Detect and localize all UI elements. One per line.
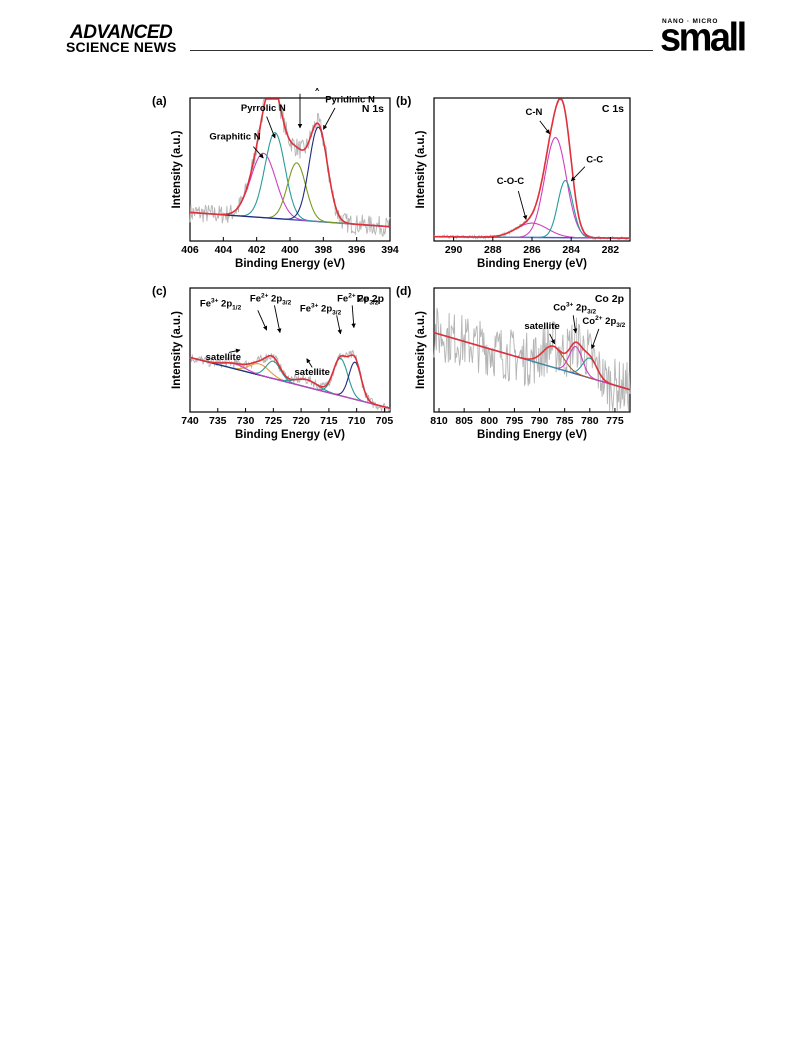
panel-4: 810 805 800 795 790 785 780 775 Binding Energy (… bbox=[396, 284, 631, 441]
component-peak bbox=[434, 179, 630, 239]
peak-annotation: C-O-C bbox=[497, 176, 525, 187]
x-tick-label: 775 bbox=[606, 415, 624, 427]
publisher-logo-line2: SCIENCE NEWS bbox=[66, 39, 177, 55]
x-tick-label: 730 bbox=[237, 415, 255, 427]
x-tick-label: 795 bbox=[506, 415, 524, 427]
x-tick-label: 402 bbox=[248, 244, 266, 256]
page-header: ADVANCED SCIENCE NEWS NANO · MICRO small bbox=[0, 0, 793, 60]
plot-frame bbox=[433, 97, 631, 242]
peak-annotation: Fe2+ 2p3/2 bbox=[250, 293, 292, 307]
peak-annotation: Co3+ 2p3/2 bbox=[553, 301, 596, 315]
x-tick-label: 735 bbox=[209, 415, 227, 427]
x-tick-label: 740 bbox=[181, 415, 199, 427]
panel-1: 406 404 402 400 398 396 394 Binding Energy (eV)… bbox=[152, 88, 399, 270]
annotation-arrow bbox=[257, 310, 268, 331]
x-tick-label: 286 bbox=[523, 244, 541, 256]
annotation-arrow bbox=[228, 348, 241, 354]
peak-annotation: satellite bbox=[524, 321, 559, 332]
raw-spectrum bbox=[433, 307, 631, 412]
peak-annotation: Fe3+ 2p3/2 bbox=[300, 303, 342, 317]
annotation-arrow bbox=[336, 315, 342, 335]
annotation-arrow bbox=[266, 116, 276, 139]
panel-title: Fe 2p bbox=[357, 293, 384, 305]
x-tick-label: 404 bbox=[215, 244, 233, 256]
panel-title: C 1s bbox=[602, 103, 624, 115]
panel-title: N 1s bbox=[362, 103, 384, 115]
panel-3: 740 735 730 725 720 715 710 705 Binding Energy (… bbox=[152, 284, 393, 441]
annotation-arrow bbox=[570, 166, 586, 182]
annotation-arrow bbox=[549, 333, 556, 345]
x-tick-label: 715 bbox=[320, 415, 338, 427]
x-tick-label: 725 bbox=[265, 415, 283, 427]
peak-annotation: satellite bbox=[206, 352, 241, 363]
raw-spectrum bbox=[189, 98, 391, 237]
fitted-envelope bbox=[433, 331, 631, 391]
x-axis-label: Binding Energy (eV) bbox=[235, 258, 345, 270]
x-tick-label: 394 bbox=[381, 244, 399, 256]
fitted-envelope bbox=[434, 98, 630, 239]
peak-annotation: C-C bbox=[586, 154, 603, 165]
annotation-arrow bbox=[252, 146, 264, 159]
x-tick-label: 805 bbox=[455, 415, 473, 427]
peak-annotation: C-N bbox=[526, 107, 543, 118]
annotation-arrow bbox=[274, 305, 282, 334]
x-tick-label: 282 bbox=[602, 244, 620, 256]
x-tick-label: 396 bbox=[348, 244, 366, 256]
peak-annotation: Pyrrolic N bbox=[241, 103, 286, 114]
peak-annotation: Graphitic N bbox=[209, 131, 260, 142]
journal-logo: small bbox=[660, 15, 747, 61]
annotation-arrow bbox=[591, 328, 600, 350]
peak-annotation: satellite bbox=[295, 367, 330, 378]
y-axis-label: Intensity (a.u.) bbox=[415, 311, 427, 389]
journal-tagline: NANO · MICRO bbox=[662, 18, 719, 25]
xps-figure: 406 404 402 400 398 396 394 Binding Energy (eV)… bbox=[150, 88, 650, 468]
x-tick-label: 406 bbox=[181, 244, 199, 256]
peak-annotation: Fe3+ 2p1/2 bbox=[200, 298, 242, 312]
x-axis-label: Binding Energy (eV) bbox=[235, 429, 345, 441]
x-tick-label: 810 bbox=[430, 415, 448, 427]
annotation-arrow bbox=[539, 120, 550, 135]
x-tick-label: 790 bbox=[531, 415, 549, 427]
x-axis-label: Binding Energy (eV) bbox=[477, 429, 587, 441]
annotation-arrow bbox=[322, 107, 336, 130]
raw-spectrum bbox=[433, 98, 631, 241]
panel-label: (b) bbox=[396, 94, 411, 108]
y-axis-label: Intensity (a.u.) bbox=[171, 130, 183, 208]
xps-spectra-svg: 406 404 402 400 398 396 394 Binding Energy (eV)… bbox=[152, 88, 631, 441]
peak-annotation: Pyridinic N bbox=[325, 94, 375, 105]
panel-label: (a) bbox=[152, 94, 167, 108]
annotation-arrow bbox=[306, 358, 313, 368]
peak-annotation: Metal-NX bbox=[281, 88, 320, 93]
fitted-envelope bbox=[189, 354, 391, 410]
panel-label: (c) bbox=[152, 284, 167, 298]
x-tick-label: 780 bbox=[581, 415, 599, 427]
x-tick-label: 290 bbox=[445, 244, 463, 256]
peak-annotation: Co2+ 2p3/2 bbox=[582, 315, 625, 329]
panel-2: 290 288 286 284 282 Binding Energy (eV) Intens… bbox=[396, 94, 631, 270]
x-tick-label: 705 bbox=[376, 415, 394, 427]
component-peak bbox=[189, 162, 391, 228]
annotation-arrow bbox=[572, 315, 578, 334]
peak-annotation: Fe2+ 2p3/2 bbox=[337, 293, 379, 307]
y-axis-label: Intensity (a.u.) bbox=[171, 311, 183, 389]
x-tick-label: 284 bbox=[562, 244, 580, 256]
panel-label: (d) bbox=[396, 284, 411, 298]
plot-frame bbox=[189, 287, 391, 413]
x-tick-label: 398 bbox=[315, 244, 333, 256]
annotation-arrow bbox=[351, 305, 356, 329]
header-divider bbox=[190, 50, 653, 51]
fitted-envelope bbox=[189, 98, 391, 228]
x-tick-label: 720 bbox=[292, 415, 310, 427]
plot-frame bbox=[433, 287, 631, 413]
y-axis-label: Intensity (a.u.) bbox=[415, 130, 427, 208]
publisher-logo-line1: ADVANCED bbox=[70, 22, 173, 43]
x-axis-label: Binding Energy (eV) bbox=[477, 258, 587, 270]
annotation-arrow bbox=[517, 190, 528, 220]
x-tick-label: 785 bbox=[556, 415, 574, 427]
x-tick-label: 400 bbox=[281, 244, 299, 256]
panel-title: Co 2p bbox=[595, 293, 624, 305]
x-tick-label: 288 bbox=[484, 244, 502, 256]
x-tick-label: 800 bbox=[481, 415, 499, 427]
x-tick-label: 710 bbox=[348, 415, 366, 427]
